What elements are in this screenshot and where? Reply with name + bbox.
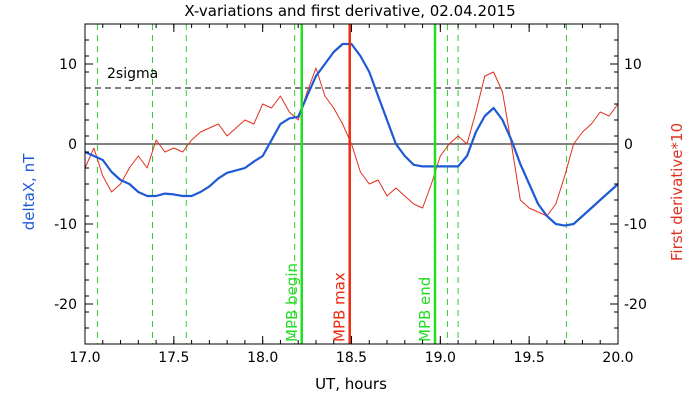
axis-ticks: 17.0 17.5 18.0 18.5 19.0 19.5 20.0 -20 -20 -10 -10… — [54, 23, 647, 366]
y-axis-right-label: First derivative*10 — [668, 123, 686, 261]
x-tick-label: 18.0 — [247, 350, 278, 366]
x-tick-label: 19.0 — [425, 350, 456, 366]
x-tick-label: 18.5 — [336, 350, 367, 366]
chart-title: X-variations and first derivative, 02.04… — [184, 2, 515, 20]
x-tick-label: 17.0 — [69, 350, 100, 366]
y-tick-label-right: -20 — [624, 297, 647, 313]
y-tick-label-right: -10 — [624, 217, 647, 233]
plot-frame — [84, 23, 619, 345]
y-tick-label-right: 0 — [624, 137, 633, 153]
x-tick-label: 20.0 — [602, 350, 633, 366]
y-tick-label-left: -20 — [54, 297, 77, 313]
y-tick-label-right: 10 — [624, 57, 642, 73]
y-axis-left-label: deltaX, nT — [20, 153, 38, 230]
x-tick-label: 19.5 — [514, 350, 545, 366]
chart-marks: MPB begin MPB max MPB end — [84, 24, 619, 344]
y-tick-label-left: 0 — [68, 137, 77, 153]
y-tick-label-left: 10 — [59, 57, 77, 73]
marker-label-mpb-max: MPB max — [331, 272, 349, 342]
threshold-label: 2sigma — [107, 66, 158, 82]
x-axis-label: UT, hours — [315, 375, 387, 393]
marker-label-mpb-end: MPB end — [416, 277, 434, 342]
deltax-line — [84, 42, 619, 227]
marker-label-mpb-begin: MPB begin — [283, 263, 301, 342]
derivative-line — [84, 67, 619, 217]
y-tick-label-left: -10 — [54, 217, 77, 233]
x-tick-label: 17.5 — [158, 350, 189, 366]
